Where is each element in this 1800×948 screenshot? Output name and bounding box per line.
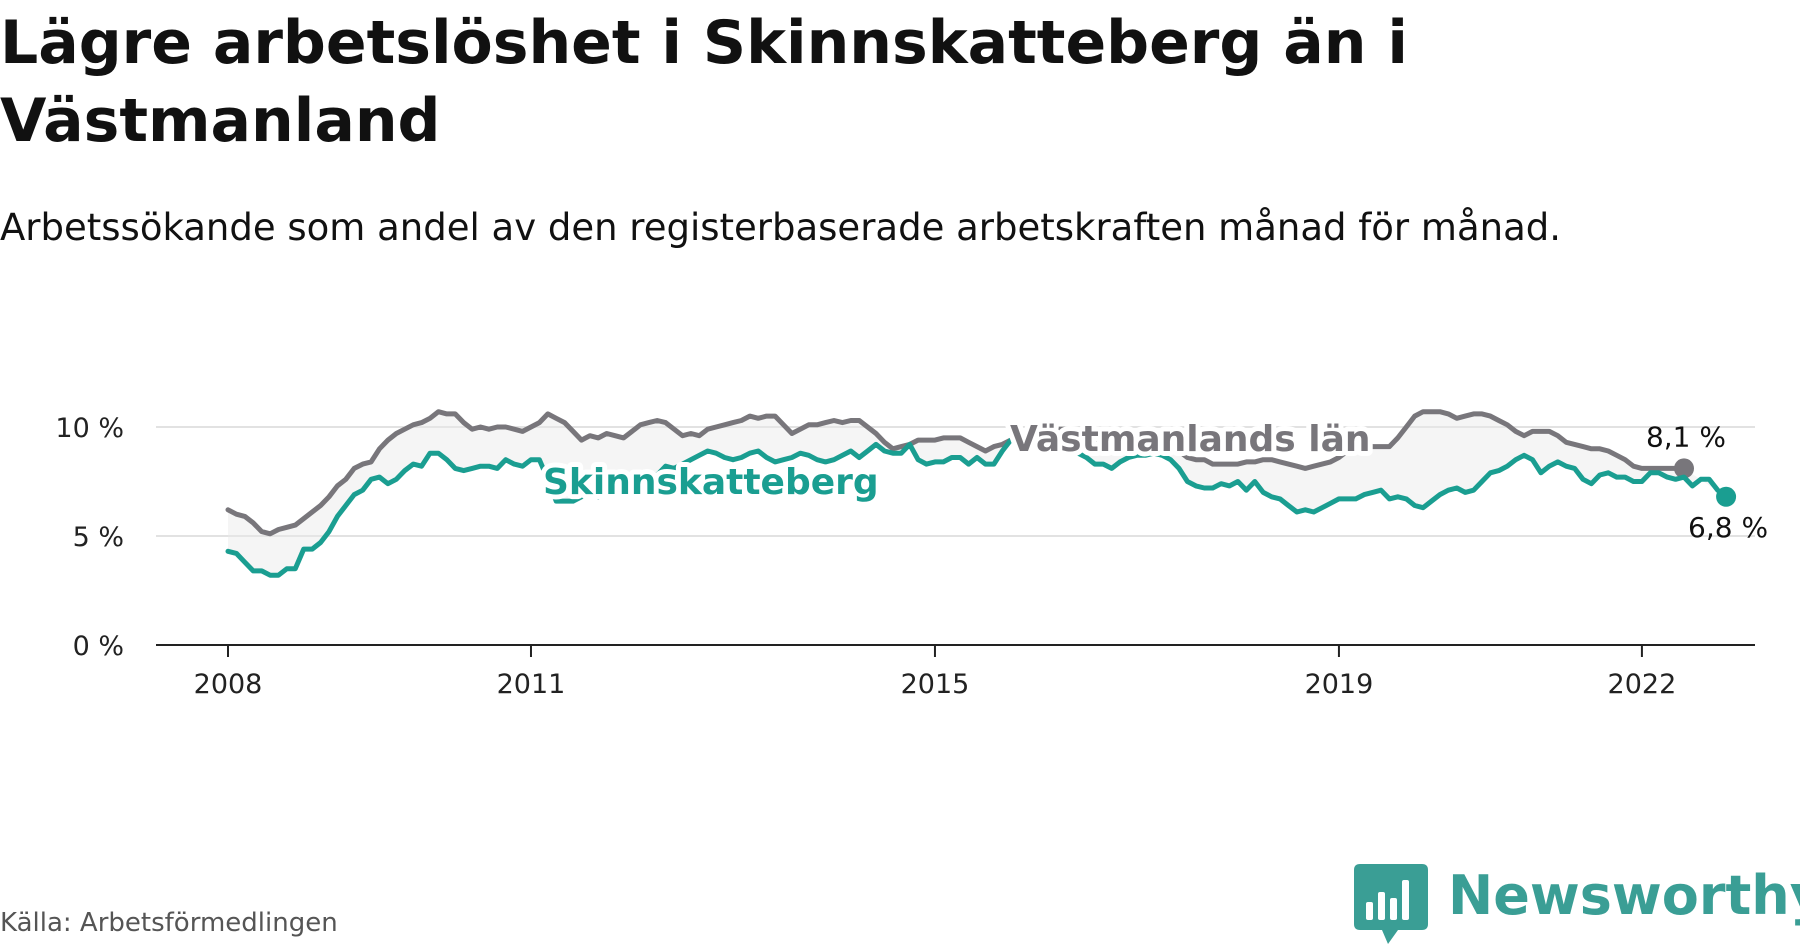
source-note: Källa: Arbetsförmedlingen [0, 908, 338, 938]
series-end-point [1674, 458, 1694, 479]
x-tick-label: 2015 [901, 669, 970, 700]
series-name-halo: Skinnskatteberg [543, 462, 879, 503]
chart-subtitle: Arbetssökande som andel av den registerb… [0, 206, 1561, 249]
newsworthy-logo-icon [1354, 864, 1428, 944]
grid-layer [156, 426, 1755, 657]
y-tick-label: 5 % [73, 522, 124, 553]
end-value-label: 8,1 % [1646, 420, 1726, 453]
series-line-vastmanland [225, 409, 1687, 537]
end-value-label: 6,8 % [1688, 511, 1768, 544]
line-chart: 0 % 5 % 10 % 2008 2011 2015 2019 2022 8,1 % 6,8 %… [55, 409, 1768, 700]
area-layer [228, 411, 1727, 576]
x-tick-label: 2022 [1608, 669, 1677, 700]
y-tick-label: 10 % [55, 413, 124, 444]
chart-title: Lägre arbetslöshet i Skinnskatteberg än … [0, 8, 1408, 156]
x-tick-label: 2011 [497, 669, 566, 700]
series-name-label: Västmanlands län [1010, 419, 1371, 460]
y-tick-label: 0 % [73, 631, 124, 662]
x-tick-label: 2008 [194, 669, 263, 700]
series-name-halo: Västmanlands län [1010, 419, 1371, 460]
brand-name: Newsworthy [1448, 864, 1800, 927]
series-line-skinnskatteberg [225, 424, 1729, 578]
x-tick-label: 2019 [1305, 669, 1374, 700]
series-name-label: Skinnskatteberg [543, 462, 879, 503]
label-layer: 0 % 5 % 10 % 2008 2011 2015 2019 2022 8,1 % 6,8 %… [55, 413, 1768, 700]
brand-logo[interactable]: Newsworthy [1348, 858, 1800, 948]
series-layer [225, 409, 1737, 578]
area-between-series [228, 411, 1727, 576]
series-end-point [1716, 486, 1737, 507]
